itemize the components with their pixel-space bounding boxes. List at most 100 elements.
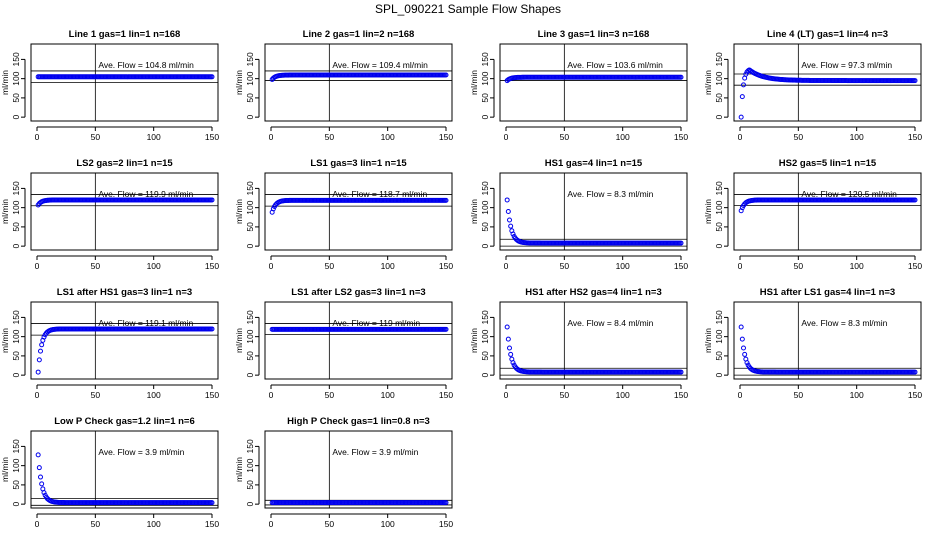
data-point: [508, 223, 514, 229]
x-tick-label: 50: [91, 132, 101, 142]
plot-frame: [30, 172, 219, 251]
x-tick-label: 150: [908, 261, 922, 271]
data-point: [510, 231, 516, 237]
data-series: [35, 326, 215, 375]
y-axis-label: ml/min: [469, 328, 479, 353]
chart-panel: LS1 gas=3 lin=1 n=15 Ave. Flow = 118.7 ml…: [234, 158, 453, 271]
x-tick-label: 50: [325, 390, 335, 400]
panel-title: High P Check gas=1 lin=0.8 n=3: [287, 416, 430, 427]
y-tick-label: 150: [714, 310, 724, 324]
chart-panel: LS1 after LS2 gas=3 lin=1 n=3 Ave. Flow =…: [234, 287, 453, 400]
y-tick-label: 100: [714, 71, 724, 85]
y-tick-label: 150: [245, 310, 255, 324]
x-tick-label: 100: [381, 132, 395, 142]
data-series: [35, 74, 215, 80]
data-series: [269, 326, 449, 332]
y-axis-label: ml/min: [703, 199, 713, 224]
y-tick-label: 50: [11, 480, 21, 490]
panel-title: LS1 gas=3 lin=1 n=15: [310, 158, 407, 169]
data-point: [739, 94, 745, 100]
x-tick-label: 0: [35, 132, 40, 142]
y-tick-label: 0: [11, 115, 21, 120]
chart-panel: LS2 gas=2 lin=1 n=15 Ave. Flow = 119.9 ml…: [0, 158, 219, 271]
y-tick-label: 100: [245, 458, 255, 472]
y-tick-label: 100: [11, 71, 21, 85]
data-series: [738, 197, 918, 214]
chart-panel: LS1 after HS1 gas=3 lin=1 n=3 Ave. Flow =…: [0, 287, 219, 400]
y-tick-label: 100: [11, 458, 21, 472]
x-tick-label: 50: [794, 132, 804, 142]
x-tick-label: 0: [504, 132, 509, 142]
data-point: [912, 197, 918, 203]
data-point: [443, 197, 449, 203]
x-tick-label: 0: [269, 261, 274, 271]
y-axis-label: ml/min: [234, 328, 244, 353]
data-point: [209, 197, 215, 203]
x-tick-label: 0: [504, 390, 509, 400]
annotation-ave-flow: Ave. Flow = 3.9 ml/min: [332, 447, 418, 457]
x-tick-label: 100: [616, 132, 630, 142]
panel-title: HS1 after HS2 gas=4 lin=1 n=3: [525, 287, 662, 298]
annotation-ave-flow: Ave. Flow = 97.3 ml/min: [801, 60, 892, 70]
x-tick-label: 100: [616, 261, 630, 271]
data-point: [738, 324, 744, 330]
plot-frame: [733, 301, 922, 380]
annotation-ave-flow: Ave. Flow = 8.4 ml/min: [567, 318, 653, 328]
x-tick-label: 150: [205, 261, 219, 271]
plot-frame: [30, 430, 219, 509]
x-tick-label: 150: [439, 519, 453, 529]
x-tick-label: 100: [850, 132, 864, 142]
y-tick-label: 50: [245, 351, 255, 361]
y-tick-label: 0: [714, 115, 724, 120]
x-tick-label: 50: [560, 261, 570, 271]
y-tick-label: 50: [714, 93, 724, 103]
panel-title: Line 2 gas=1 lin=2 n=168: [303, 29, 415, 40]
x-tick-label: 50: [794, 261, 804, 271]
y-tick-label: 100: [245, 329, 255, 343]
y-axis-label: ml/min: [234, 457, 244, 482]
data-point: [209, 500, 215, 506]
data-point: [738, 114, 744, 120]
data-point: [742, 351, 748, 357]
y-tick-label: 50: [245, 480, 255, 490]
y-tick-label: 100: [714, 200, 724, 214]
data-point: [270, 206, 276, 212]
y-tick-label: 0: [480, 244, 490, 249]
plot-frame: [499, 43, 688, 122]
y-tick-label: 150: [480, 181, 490, 195]
panel-title: LS1 after LS2 gas=3 lin=1 n=3: [291, 287, 425, 298]
y-tick-label: 0: [11, 244, 21, 249]
data-point: [36, 465, 42, 471]
y-axis-label: ml/min: [234, 199, 244, 224]
x-tick-label: 150: [439, 390, 453, 400]
data-series: [738, 67, 918, 120]
annotation-ave-flow: Ave. Flow = 119.9 ml/min: [98, 189, 193, 199]
chart-panel: High P Check gas=1 lin=0.8 n=3 Ave. Flow …: [234, 416, 453, 529]
plot-frame: [499, 301, 688, 380]
data-point: [507, 345, 512, 351]
chart-panel: HS2 gas=5 lin=1 n=15 Ave. Flow = 120.5 ml…: [703, 158, 922, 271]
y-tick-label: 100: [480, 329, 490, 343]
annotation-ave-flow: Ave. Flow = 103.6 ml/min: [567, 60, 663, 70]
y-axis-label: ml/min: [703, 70, 713, 95]
data-series: [504, 197, 684, 246]
data-point: [744, 360, 750, 366]
data-point: [39, 481, 45, 487]
y-tick-label: 100: [11, 329, 21, 343]
y-axis-label: ml/min: [469, 70, 479, 95]
data-point: [35, 452, 41, 458]
y-tick-label: 150: [11, 439, 21, 453]
chart-panel: Line 2 gas=1 lin=2 n=168 Ave. Flow = 109.…: [234, 29, 453, 142]
annotation-ave-flow: Ave. Flow = 119 ml/min: [332, 318, 420, 328]
y-tick-label: 100: [714, 329, 724, 343]
x-tick-label: 0: [35, 261, 40, 271]
y-tick-label: 100: [11, 200, 21, 214]
y-axis-label: ml/min: [469, 199, 479, 224]
y-tick-label: 150: [245, 181, 255, 195]
y-tick-label: 0: [480, 115, 490, 120]
data-point: [741, 345, 746, 351]
data-point: [38, 474, 43, 480]
y-tick-label: 50: [480, 93, 490, 103]
panel-title: Line 1 gas=1 lin=1 n=168: [69, 29, 181, 40]
